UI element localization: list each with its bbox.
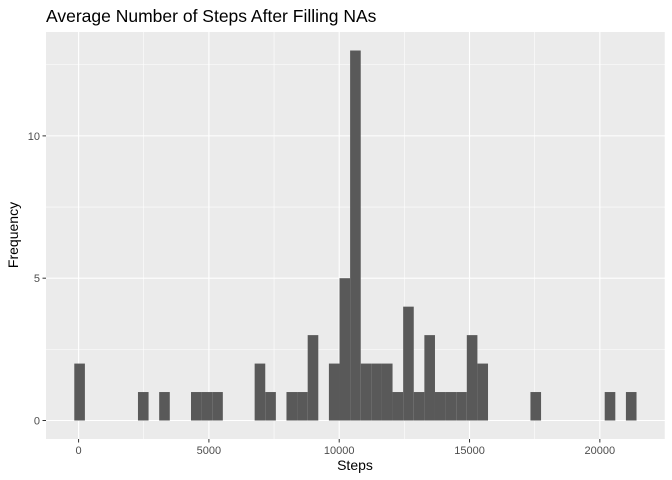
histogram-bar	[254, 363, 266, 421]
histogram-bar	[371, 363, 382, 421]
histogram-bar	[159, 392, 170, 421]
histogram-bar	[477, 363, 489, 421]
histogram-bar	[307, 335, 319, 421]
x-tick-label: 10000	[324, 445, 355, 457]
histogram-bar	[265, 392, 276, 421]
histogram-bar	[137, 392, 149, 421]
histogram-bar	[381, 363, 393, 421]
x-tick-label: 20000	[585, 445, 616, 457]
histogram-bar	[403, 306, 414, 421]
histogram-bar	[350, 50, 361, 421]
x-axis-label: Steps	[337, 457, 373, 473]
histogram-bar	[466, 335, 478, 421]
y-axis-ticks: 0 5 10	[28, 131, 46, 428]
histogram-bar	[191, 392, 202, 421]
x-tick-label: 15000	[454, 445, 485, 457]
histogram-bar	[604, 392, 616, 421]
histogram-bar	[530, 392, 542, 421]
histogram-bar	[413, 392, 425, 421]
histogram-bar	[74, 363, 85, 421]
histogram-bar	[328, 363, 340, 421]
x-tick-label: 0	[76, 445, 82, 457]
y-tick-label: 10	[28, 131, 40, 143]
histogram-bar	[434, 392, 446, 421]
histogram-bar	[456, 392, 467, 421]
histogram-bar	[297, 392, 308, 421]
y-tick-label: 0	[34, 416, 40, 428]
histogram-bar	[286, 392, 298, 421]
y-tick-label: 5	[34, 273, 40, 285]
chart-title: Average Number of Steps After Filling NA…	[46, 6, 377, 26]
histogram-bar	[392, 392, 404, 421]
y-axis-label: Frequency	[5, 202, 21, 268]
histogram-bar	[445, 392, 457, 421]
histogram-bar	[212, 392, 223, 421]
x-tick-label: 5000	[197, 445, 221, 457]
histogram-bars	[74, 50, 637, 421]
histogram-bar	[424, 335, 435, 421]
histogram-bar	[201, 392, 213, 421]
x-axis-ticks: 0 5000 10000 15000 20000	[76, 439, 616, 457]
histogram-bar	[625, 392, 637, 421]
histogram-bar	[360, 363, 372, 421]
histogram-bar	[339, 278, 351, 421]
